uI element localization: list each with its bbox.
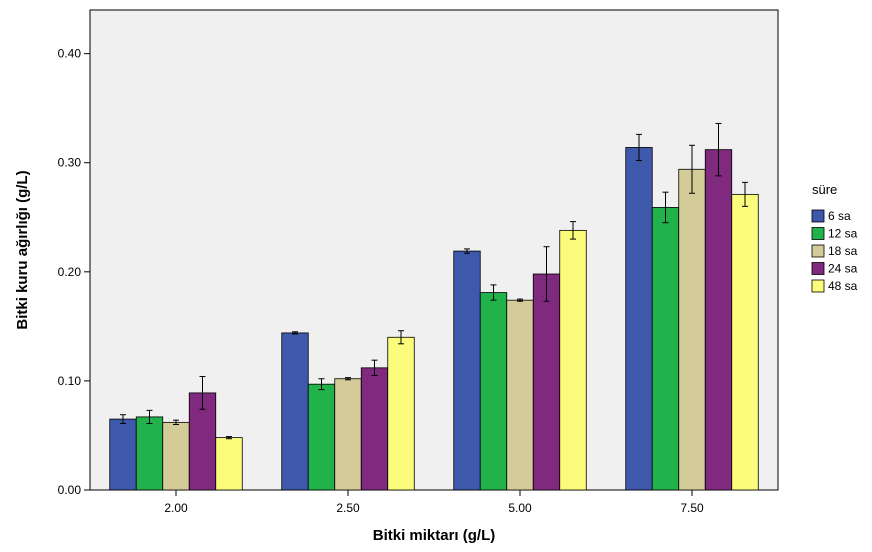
error-bar [517, 298, 523, 302]
error-bar [570, 221, 576, 240]
bar [625, 147, 653, 491]
x-axis: 2.00 2.50 5.00 7.50 [164, 490, 704, 515]
error-bar [689, 144, 695, 194]
y-axis: 0.00 0.10 0.20 0.30 0.40 [58, 47, 90, 497]
error-bar-group [120, 122, 748, 440]
y-tick-label: 0.20 [58, 265, 82, 279]
legend-label: 48 sa [828, 279, 858, 293]
error-bar [715, 122, 722, 177]
error-bar [173, 419, 179, 426]
y-tick-label: 0.40 [58, 47, 82, 61]
y-axis-title: Bitki kuru ağırlığı (g/L) [14, 170, 31, 329]
bar [162, 421, 190, 491]
legend-swatch [811, 279, 825, 293]
error-bar [543, 246, 550, 302]
legend-swatch [811, 209, 825, 223]
legend-label: 24 sa [828, 262, 858, 276]
bar [109, 418, 137, 491]
bar [281, 332, 309, 491]
error-bar [318, 378, 325, 391]
bar [532, 273, 561, 491]
x-axis-title: Bitki miktarı (g/L) [373, 527, 496, 544]
error-bar [292, 331, 298, 335]
bar [135, 416, 164, 491]
error-bar [662, 191, 669, 224]
error-bar [371, 359, 378, 376]
bar [731, 193, 759, 491]
legend-title: süre [812, 182, 837, 197]
error-bar [464, 248, 470, 254]
legend-swatch [811, 244, 825, 258]
bar [387, 336, 415, 491]
x-tick-label: 2.00 [164, 501, 188, 515]
legend-swatch [811, 227, 825, 240]
bar [559, 229, 587, 491]
bar [479, 292, 508, 491]
bar [651, 207, 680, 491]
x-tick-label: 7.50 [680, 501, 704, 515]
y-tick-label: 0.30 [58, 156, 82, 170]
legend-label: 6 sa [828, 209, 851, 223]
error-bar [490, 284, 497, 301]
error-bar [199, 376, 206, 410]
error-bar [636, 133, 642, 162]
error-bar [742, 181, 748, 207]
x-tick-label: 2.50 [336, 501, 360, 515]
x-tick-label: 5.00 [508, 501, 532, 515]
legend-swatch [811, 262, 825, 275]
legend-label: 12 sa [828, 227, 858, 241]
error-bar [226, 436, 232, 440]
legend: süre 6 sa 12 sa 18 sa 24 sa 48 sa [811, 182, 858, 293]
error-bar [398, 330, 404, 345]
bar [678, 168, 706, 491]
bar [334, 378, 362, 491]
bar [215, 437, 243, 491]
y-tick-label: 0.10 [58, 374, 82, 388]
bar [453, 250, 481, 491]
bar [307, 383, 336, 491]
error-bar [146, 409, 153, 424]
error-bar [345, 377, 351, 381]
bar-group [109, 147, 759, 491]
y-tick-label: 0.00 [58, 483, 82, 497]
bar [704, 149, 733, 491]
error-bar [120, 414, 126, 424]
bar [360, 367, 389, 491]
legend-label: 18 sa [828, 244, 858, 258]
bar [506, 299, 534, 491]
